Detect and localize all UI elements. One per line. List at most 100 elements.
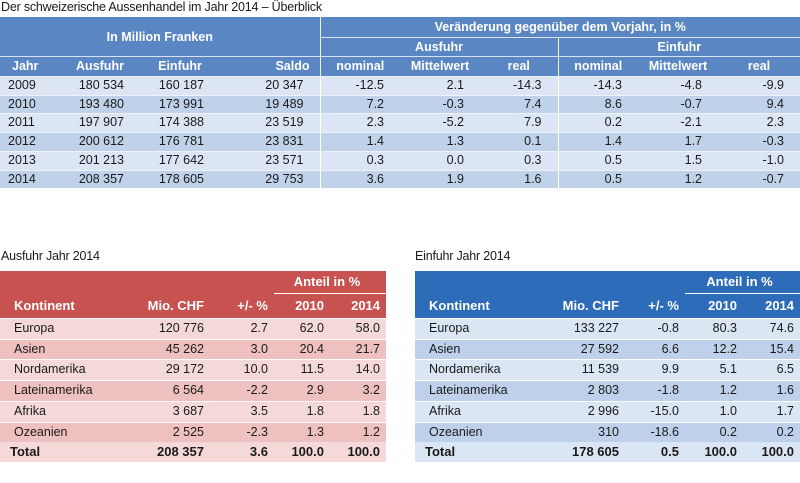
import-cell: 1.7	[743, 400, 800, 423]
overview-cell: -0.7	[638, 94, 719, 114]
import-cell: 6.5	[743, 359, 800, 381]
col-header-export-nominal: nominal	[319, 56, 401, 77]
import-cell: 310	[545, 421, 625, 443]
export-cell: Ozeanien	[0, 421, 128, 443]
col-header-export-real: real	[480, 56, 559, 77]
export-header-row-1: Anteil in %	[0, 271, 387, 294]
overview-cell: 23 519	[220, 113, 321, 133]
import-cell: 133 227	[545, 318, 625, 340]
overview-row: 2014 208 357 178 605 29 753 3.6 1.9 1.6 0.5 1.2-…	[0, 169, 800, 189]
export-cell: 1.8	[330, 400, 387, 423]
import-cell: 9.9	[625, 359, 685, 381]
overview-cell: 7.4	[480, 94, 559, 114]
overview-cell: 1.4	[319, 132, 401, 152]
export-cell: 29 172	[128, 359, 210, 381]
export-col-mio-chf: Mio. CHF	[128, 293, 210, 319]
overview-cell: 197 907	[60, 113, 140, 133]
overview-cell: -9.9	[718, 76, 800, 96]
export-cell: 20.4	[274, 338, 330, 360]
overview-cell: -1.0	[718, 150, 800, 171]
import-cell: 0.2	[743, 421, 800, 443]
export-row: Afrika 3 687 3.5 1.8 1.8	[0, 400, 387, 423]
import-cell: 80.3	[685, 318, 743, 340]
import-total-2014: 100.0	[743, 442, 800, 463]
import-row: Ozeanien 310 -18.6 0.2 0.2	[415, 421, 800, 443]
export-total-mio-chf: 208 357	[128, 442, 210, 463]
overview-cell: 2.3	[319, 113, 401, 133]
overview-cell: -14.3	[480, 76, 559, 96]
import-header-row-1: Anteil in %	[415, 271, 800, 294]
overview-cell: 180 534	[60, 76, 140, 96]
import-col-mio-chf: Mio. CHF	[545, 293, 625, 319]
import-col-2014: 2014	[743, 293, 800, 319]
overview-row: 2012 200 612 176 781 23 831 1.4 1.3 0.1 1.4 1.7-…	[0, 132, 800, 152]
overview-cell: 2.1	[400, 76, 481, 96]
overview-cell: 23 571	[220, 150, 321, 171]
import-cell: 15.4	[743, 338, 800, 360]
import-total-2010: 100.0	[685, 442, 743, 463]
export-cell: 2 525	[128, 421, 210, 443]
overview-cell: 160 187	[140, 76, 220, 96]
export-header-row-2: Kontinent Mio. CHF +/- % 2010 2014	[0, 293, 387, 319]
export-cell: -2.3	[210, 421, 274, 443]
export-cell: 11.5	[274, 359, 330, 381]
overview-cell: 176 781	[140, 132, 220, 152]
export-col-kontinent: Kontinent	[0, 293, 128, 319]
overview-cell: 20 347	[220, 76, 321, 96]
overview-cell: 2010	[0, 94, 60, 114]
overview-cell: 1.3	[400, 132, 481, 152]
overview-cell: 23 831	[220, 132, 321, 152]
import-table: Anteil in % Kontinent Mio. CHF +/- % 201…	[415, 271, 800, 463]
import-cell: 1.6	[743, 380, 800, 402]
export-cell: Lateinamerika	[0, 380, 128, 402]
overview-cell: -4.8	[638, 76, 719, 96]
overview-cell: -14.3	[557, 76, 639, 96]
overview-cell: 173 991	[140, 94, 220, 114]
import-cell: Europa	[415, 318, 545, 340]
overview-cell: 2013	[0, 150, 60, 171]
overview-cell: 0.5	[557, 150, 639, 171]
import-cell: 0.2	[685, 421, 743, 443]
overview-cell: 0.5	[557, 169, 639, 189]
overview-column-headers: Jahr Ausfuhr Einfuhr Saldo nominal Mitte…	[0, 56, 800, 77]
import-row: Europa 133 227 -0.8 80.3 74.6	[415, 318, 800, 340]
export-cell: 120 776	[128, 318, 210, 340]
import-cell: Lateinamerika	[415, 380, 545, 402]
overview-cell: 3.6	[319, 169, 401, 189]
export-cell: 21.7	[330, 338, 387, 360]
col-header-import-real: real	[718, 56, 800, 77]
overview-cell: -5.2	[400, 113, 481, 133]
import-cell: 6.6	[625, 338, 685, 360]
export-cell: 1.2	[330, 421, 387, 443]
export-total-change: 3.6	[210, 442, 274, 463]
import-total-row: Total 178 605 0.5 100.0 100.0	[415, 442, 800, 463]
overview-cell: 7.2	[319, 94, 401, 114]
overview-cell: 19 489	[220, 94, 321, 114]
import-cell: -1.8	[625, 380, 685, 402]
export-cell: 14.0	[330, 359, 387, 381]
import-cell: 12.2	[685, 338, 743, 360]
export-row: Nordamerika 29 172 10.0 11.5 14.0	[0, 359, 387, 381]
overview-cell: 29 753	[220, 169, 321, 189]
overview-cell: 201 213	[60, 150, 140, 171]
overview-cell: 1.2	[638, 169, 719, 189]
header-group-import: Einfuhr	[557, 37, 800, 57]
overview-cell: -12.5	[319, 76, 401, 96]
import-col-2010: 2010	[685, 293, 743, 319]
export-cell: 62.0	[274, 318, 330, 340]
col-header-ausfuhr: Ausfuhr	[60, 56, 140, 77]
overview-cell: 2012	[0, 132, 60, 152]
overview-cell: 8.6	[557, 94, 639, 114]
export-cell: 3.2	[330, 380, 387, 402]
header-change-vs-prior-year: Veränderung gegenüber dem Vorjahr, in %	[319, 17, 800, 38]
export-total-2010: 100.0	[274, 442, 330, 463]
overview-row: 2010 193 480 173 991 19 489 7.2 -0.3 7.4 8.6 -0.…	[0, 94, 800, 114]
overview-cell: -0.3	[400, 94, 481, 114]
import-row: Nordamerika 11 539 9.9 5.1 6.5	[415, 359, 800, 381]
overview-row: 2013 201 213 177 642 23 571 0.3 0.0 0.3 0.5 1.5-…	[0, 150, 800, 171]
import-total-mio-chf: 178 605	[545, 442, 625, 463]
overview-cell: 200 612	[60, 132, 140, 152]
import-col-change: +/- %	[625, 293, 685, 319]
import-cell: Afrika	[415, 400, 545, 423]
col-header-import-nominal: nominal	[557, 56, 639, 77]
